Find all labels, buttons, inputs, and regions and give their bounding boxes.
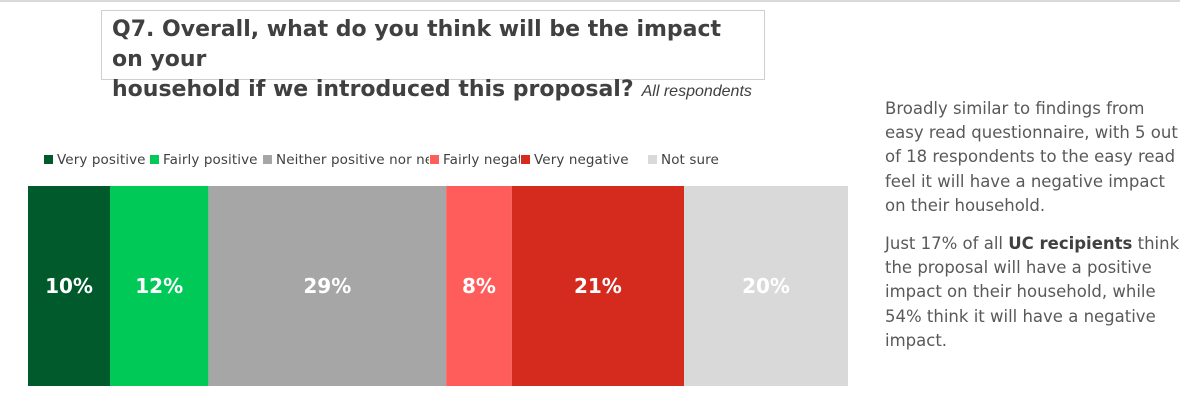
legend-label-fairly-negative: Fairly negative (443, 152, 520, 168)
legend-swatch-neither-positive-nor-negative (263, 155, 272, 164)
data-label-very-positive: 10% (45, 274, 93, 298)
legend-item-neither-positive-nor-negative: Neither positive nor negative (263, 152, 429, 168)
data-label-not-sure: 20% (742, 274, 790, 298)
bar-segment-not-sure (684, 186, 848, 386)
bar-segment-very-negative (511, 186, 684, 386)
legend-label-very-positive: Very positive (57, 152, 146, 168)
stacked-bar-chart: 10% 12% 29% 8% 21% 20% (28, 186, 848, 386)
data-label-fairly-positive: 12% (135, 274, 183, 298)
data-label-neither-positive-nor-negative: 29% (303, 274, 351, 298)
legend-item-very-negative: Very negative (521, 152, 647, 168)
commentary-paragraph-2: Just 17% of all UC recipients think the … (885, 232, 1180, 353)
legend-label-not-sure: Not sure (661, 152, 719, 168)
bar-segment-fairly-positive (110, 186, 209, 386)
legend-swatch-not-sure (648, 155, 657, 164)
question-subtitle: All respondents (641, 83, 752, 100)
data-label-fairly-negative: 8% (462, 274, 496, 298)
chart-legend: Very positive Fairly positive Neither posi… (44, 152, 856, 172)
commentary-panel: Broadly similar to findings from easy re… (885, 97, 1180, 353)
legend-label-fairly-positive: Fairly positive (163, 152, 258, 168)
legend-item-fairly-negative: Fairly negative (430, 152, 520, 168)
question-title-line-1: Q7. Overall, what do you think will be t… (112, 17, 722, 72)
legend-swatch-fairly-negative (430, 155, 439, 164)
question-title-line-2-text: household if we introduced this proposal… (112, 77, 634, 102)
legend-swatch-very-positive (44, 155, 53, 164)
legend-item-fairly-positive: Fairly positive (150, 152, 262, 168)
question-title-line-2: household if we introduced this proposal… (112, 75, 754, 107)
legend-item-not-sure: Not sure (648, 152, 763, 168)
question-title-box: Q7. Overall, what do you think will be t… (101, 10, 765, 102)
commentary-p2-emphasis: UC recipients (1008, 234, 1133, 254)
legend-label-very-negative: Very negative (534, 152, 629, 168)
commentary-p2-end: think the proposal will have a positive … (885, 234, 1180, 350)
bar-segment-fairly-negative (446, 186, 512, 386)
legend-label-neither-positive-nor-negative: Neither positive nor negative (276, 152, 429, 168)
commentary-paragraph-1: Broadly similar to findings from easy re… (885, 99, 1178, 215)
top-divider (0, 0, 1180, 2)
bar-segment-neither-positive-nor-negative (208, 186, 447, 386)
bar-segment-very-positive (28, 186, 110, 386)
data-label-very-negative: 21% (574, 274, 622, 298)
legend-swatch-fairly-positive (150, 155, 159, 164)
commentary-p2-start: Just 17% of all (885, 234, 1009, 254)
legend-swatch-very-negative (521, 155, 530, 164)
legend-item-very-positive: Very positive (44, 152, 149, 168)
